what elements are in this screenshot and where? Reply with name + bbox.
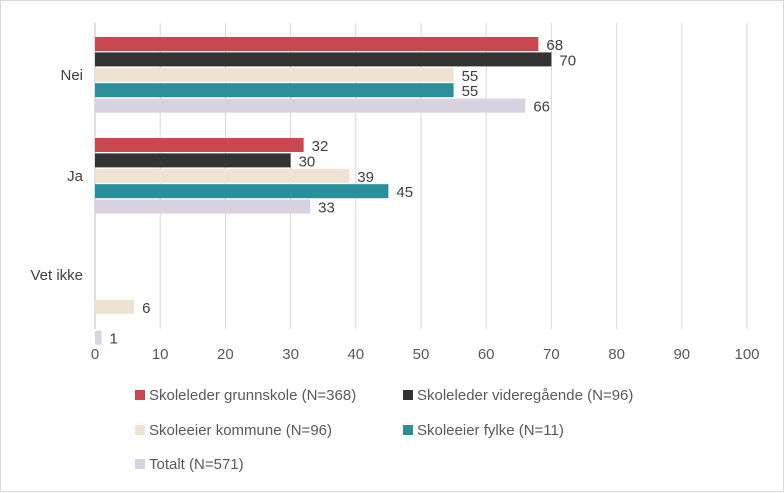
x-tick-label-70: 70 <box>543 346 560 363</box>
bar-0-2 <box>95 67 454 82</box>
bar-1-4 <box>95 199 311 214</box>
data-label-0-0: 68 <box>546 37 563 54</box>
x-tick-label-40: 40 <box>347 346 364 363</box>
legend-swatch-0 <box>135 390 145 400</box>
data-label-2-2: 6 <box>142 300 150 317</box>
category-label-2: Vet ikke <box>30 267 83 284</box>
bar-0-4 <box>95 98 526 113</box>
x-tick-label-50: 50 <box>413 346 430 363</box>
bar-0-1 <box>95 52 552 67</box>
x-tick-label-20: 20 <box>217 346 234 363</box>
legend-label-4: Totalt (N=571) <box>149 456 244 473</box>
bar-2-4 <box>95 330 102 345</box>
data-label-1-2: 39 <box>357 169 374 186</box>
legend-swatch-4 <box>135 459 145 469</box>
legend-swatch-1 <box>403 390 413 400</box>
data-label-1-1: 30 <box>299 153 316 170</box>
legend-label-1: Skoleleder videregående (N=96) <box>417 387 633 404</box>
legend-label-3: Skoleeier fylke (N=11) <box>417 422 564 439</box>
legend-swatch-2 <box>135 425 145 435</box>
bar-1-3 <box>95 184 389 199</box>
category-label-1: Ja <box>67 168 84 185</box>
x-tick-label-60: 60 <box>478 346 495 363</box>
legend-swatch-3 <box>403 425 413 435</box>
category-label-0: Nei <box>60 67 83 84</box>
bar-1-2 <box>95 168 350 183</box>
x-tick-label-80: 80 <box>608 346 625 363</box>
data-label-2-4: 1 <box>110 331 118 348</box>
data-label-1-3: 45 <box>396 184 413 201</box>
bar-1-1 <box>95 153 291 168</box>
bar-0-3 <box>95 83 454 98</box>
x-tick-label-90: 90 <box>673 346 690 363</box>
legend-label-0: Skoleleder grunnskole (N=368) <box>149 387 356 404</box>
data-label-0-1: 70 <box>559 52 576 69</box>
bar-0-0 <box>95 37 539 51</box>
bar-2-2 <box>95 299 135 314</box>
x-tick-label-30: 30 <box>282 346 299 363</box>
legend-label-2: Skoleeier kommune (N=96) <box>149 422 332 439</box>
data-label-0-3: 55 <box>462 83 479 100</box>
data-label-1-0: 32 <box>312 138 329 155</box>
data-label-0-2: 55 <box>462 68 479 85</box>
x-tick-label-0: 0 <box>91 346 99 363</box>
data-label-1-4: 33 <box>318 200 335 217</box>
bar-1-0 <box>95 138 304 152</box>
x-tick-label-10: 10 <box>152 346 169 363</box>
x-tick-label-100: 100 <box>734 346 759 363</box>
data-label-0-4: 66 <box>533 99 550 116</box>
